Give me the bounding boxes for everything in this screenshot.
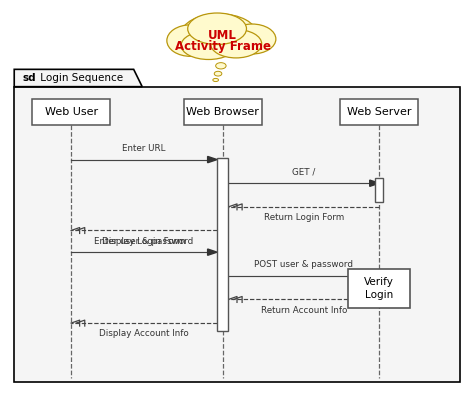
- FancyBboxPatch shape: [348, 269, 410, 308]
- Text: Return Login Form: Return Login Form: [264, 213, 344, 222]
- Text: Display Login Form: Display Login Form: [102, 237, 186, 246]
- Ellipse shape: [214, 71, 222, 76]
- FancyBboxPatch shape: [32, 99, 110, 125]
- Text: Activity Frame: Activity Frame: [175, 40, 271, 52]
- Polygon shape: [370, 273, 379, 279]
- Polygon shape: [208, 249, 217, 255]
- Text: POST user & password: POST user & password: [255, 260, 353, 269]
- FancyBboxPatch shape: [14, 87, 460, 382]
- Polygon shape: [14, 69, 142, 87]
- Text: UML: UML: [209, 30, 237, 42]
- Ellipse shape: [213, 78, 219, 82]
- Text: Login Sequence: Login Sequence: [37, 73, 123, 83]
- Ellipse shape: [167, 25, 214, 56]
- FancyBboxPatch shape: [375, 178, 383, 202]
- Ellipse shape: [228, 24, 276, 54]
- FancyBboxPatch shape: [340, 99, 418, 125]
- Text: Web User: Web User: [45, 107, 98, 117]
- Text: Enter URL: Enter URL: [122, 144, 166, 153]
- Text: GET /: GET /: [292, 168, 316, 177]
- Ellipse shape: [210, 30, 262, 58]
- Ellipse shape: [181, 14, 257, 55]
- Ellipse shape: [216, 63, 226, 69]
- Text: Verify
Login: Verify Login: [364, 277, 394, 300]
- Polygon shape: [370, 180, 379, 186]
- Text: sd: sd: [23, 73, 36, 83]
- Polygon shape: [208, 156, 217, 163]
- Text: Display Account Info: Display Account Info: [99, 329, 189, 338]
- FancyBboxPatch shape: [183, 99, 262, 125]
- Text: Web Server: Web Server: [347, 107, 411, 117]
- Text: Web Browser: Web Browser: [186, 107, 259, 117]
- Text: Return Account Info: Return Account Info: [261, 306, 347, 315]
- Ellipse shape: [181, 31, 236, 59]
- Text: Enter user & password: Enter user & password: [94, 237, 194, 246]
- FancyBboxPatch shape: [217, 158, 228, 331]
- Ellipse shape: [188, 13, 246, 45]
